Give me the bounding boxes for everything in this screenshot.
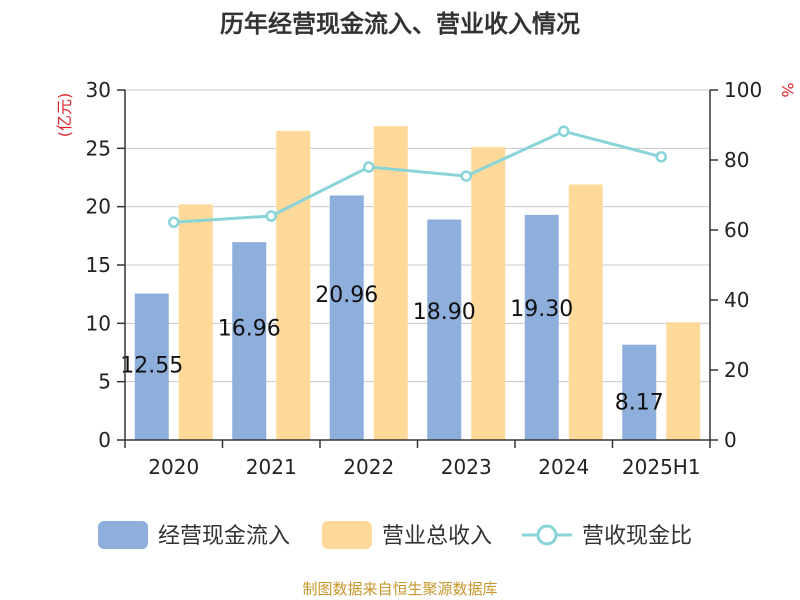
line-cash-ratio — [173, 129, 662, 224]
source-note: 制图数据来自恒生聚源数据库 — [302, 580, 498, 598]
y-left-tick-label: 0 — [98, 428, 111, 452]
y-left-tick-label: 25 — [86, 136, 111, 160]
y-right-tick-label: 60 — [724, 218, 749, 242]
line-point — [460, 170, 472, 182]
x-tick-label: 2024 — [538, 455, 589, 479]
bar-cash-inflow — [329, 195, 364, 440]
line-series — [168, 125, 667, 229]
data-label: 12.55 — [120, 354, 183, 379]
bar-revenue — [373, 126, 408, 441]
y-left-tick-label: 15 — [86, 253, 111, 277]
y-right-unit: % — [778, 82, 797, 97]
y-left-tick-label: 5 — [98, 370, 111, 394]
bar-revenue — [471, 147, 506, 440]
bar-series — [134, 126, 701, 441]
x-tick-label: 2023 — [441, 455, 492, 479]
legend-label-revenue: 营业总收入 — [382, 524, 492, 549]
data-label: 8.17 — [615, 390, 664, 415]
data-label: 16.96 — [218, 317, 281, 342]
data-label: 19.30 — [510, 297, 573, 322]
line-point — [265, 210, 277, 222]
y-right-tick-label: 40 — [724, 288, 749, 312]
bar-revenue — [276, 130, 311, 441]
bar-revenue — [568, 184, 603, 440]
line-point — [558, 125, 570, 138]
data-labels: 12.55 16.96 20.96 18.90 19.30 8.17 — [120, 283, 663, 415]
bar-cash-inflow — [524, 214, 559, 440]
y-left-tick-label: 20 — [86, 195, 111, 219]
bar-cash-inflow — [427, 219, 462, 440]
bar-cash-inflow — [622, 344, 657, 440]
line-point — [363, 161, 375, 173]
y-left-unit: (亿元) — [55, 93, 74, 138]
bar-cash-inflow — [232, 242, 267, 440]
y-right-tick-label: 80 — [724, 148, 749, 172]
bar-cash-inflow — [134, 293, 169, 440]
legend-label-cash-inflow: 经营现金流入 — [158, 524, 290, 549]
y-left-tick-label: 10 — [86, 311, 111, 335]
y-right-tick-label: 0 — [724, 428, 737, 452]
y-right-tick-label: 100 — [724, 78, 762, 102]
line-point — [168, 216, 180, 229]
legend-swatch-revenue — [322, 521, 372, 549]
bar-revenue — [178, 204, 213, 440]
grid-lines — [125, 89, 710, 383]
x-tick-label: 2022 — [343, 455, 394, 479]
legend-label-ratio: 营收现金比 — [582, 524, 692, 549]
legend-swatch-cash-inflow — [98, 521, 148, 549]
bar-revenue — [666, 322, 701, 440]
x-tick-label: 2025H1 — [622, 455, 701, 479]
data-label: 20.96 — [315, 283, 378, 308]
data-label: 18.90 — [413, 300, 476, 325]
legend-swatch-ratio-marker — [536, 524, 558, 546]
line-point — [655, 151, 667, 163]
y-right-tick-label: 20 — [724, 358, 749, 382]
axes: 0 5 10 15 20 25 30 0 20 40 60 80 100 2020 2021 2022 2023… — [55, 78, 797, 479]
chart-title: 历年经营现金流入、营业收入情况 — [220, 10, 580, 38]
y-left-tick-label: 30 — [86, 78, 111, 102]
x-tick-label: 2021 — [246, 455, 297, 479]
x-tick-label: 2020 — [148, 455, 199, 479]
legend: 经营现金流入 营业总收入 营收现金比 — [98, 521, 692, 549]
